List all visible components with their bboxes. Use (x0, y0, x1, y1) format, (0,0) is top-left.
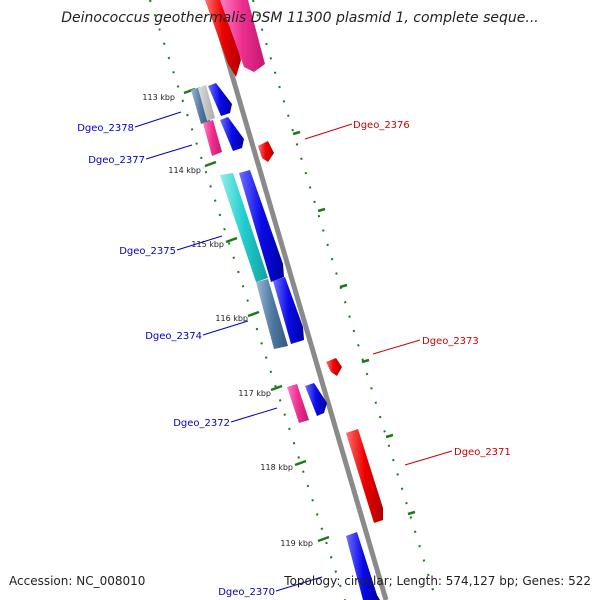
tick-label-119: 119 kbp (280, 539, 313, 548)
gene-label-dgeo-2375[interactable]: Dgeo_2375 (119, 246, 176, 257)
gene-label-dgeo-2377[interactable]: Dgeo_2377 (88, 155, 145, 166)
map-title: Deinococcus geothermalis DSM 11300 plasm… (61, 10, 539, 26)
tick-label-117: 117 kbp (238, 389, 271, 398)
gene-feature-dgeo-2376[interactable] (258, 141, 274, 162)
gene-label-dgeo-2378[interactable]: Dgeo_2378 (77, 123, 134, 134)
gene-label-dgeo-2372[interactable]: Dgeo_2372 (173, 418, 230, 429)
gene-feature-dgeo-2371[interactable] (346, 429, 383, 523)
gene-label-dgeo-2370[interactable]: Dgeo_2370 (218, 587, 275, 598)
tick-label-114: 114 kbp (168, 166, 201, 175)
major-ticks (183, 87, 416, 543)
tick-label-116: 116 kbp (215, 314, 248, 323)
left-tick-guide (149, 0, 346, 600)
tick-label-115: 115 kbp (191, 240, 224, 249)
gene-feature-dgeo-2372[interactable] (287, 383, 327, 423)
label-leaders (134, 111, 453, 592)
tick-label-118: 118 kbp (260, 463, 293, 472)
gene-label-dgeo-2374[interactable]: Dgeo_2374 (145, 331, 202, 342)
gene-feature-dgeo-2375[interactable] (220, 170, 284, 282)
gene-feature-top-pair[interactable] (205, 0, 265, 77)
accession-label: Accession: NC_008010 (9, 574, 146, 588)
gene-feature-dgeo-2378[interactable] (191, 83, 232, 124)
sequence-backbone (207, 0, 389, 600)
tick-label-113: 113 kbp (142, 93, 175, 102)
sequence-summary: Topology: circular; Length: 574,127 bp; … (284, 574, 591, 588)
gene-feature-dgeo-2370[interactable] (346, 532, 380, 600)
gene-label-dgeo-2376[interactable]: Dgeo_2376 (353, 120, 410, 131)
gene-label-dgeo-2373[interactable]: Dgeo_2373 (422, 336, 479, 347)
gene-feature-dgeo-2374[interactable] (256, 277, 304, 349)
gene-feature-dgeo-2377[interactable] (203, 117, 244, 156)
gene-feature-dgeo-2373[interactable] (326, 358, 342, 376)
gene-label-dgeo-2371[interactable]: Dgeo_2371 (454, 447, 511, 458)
